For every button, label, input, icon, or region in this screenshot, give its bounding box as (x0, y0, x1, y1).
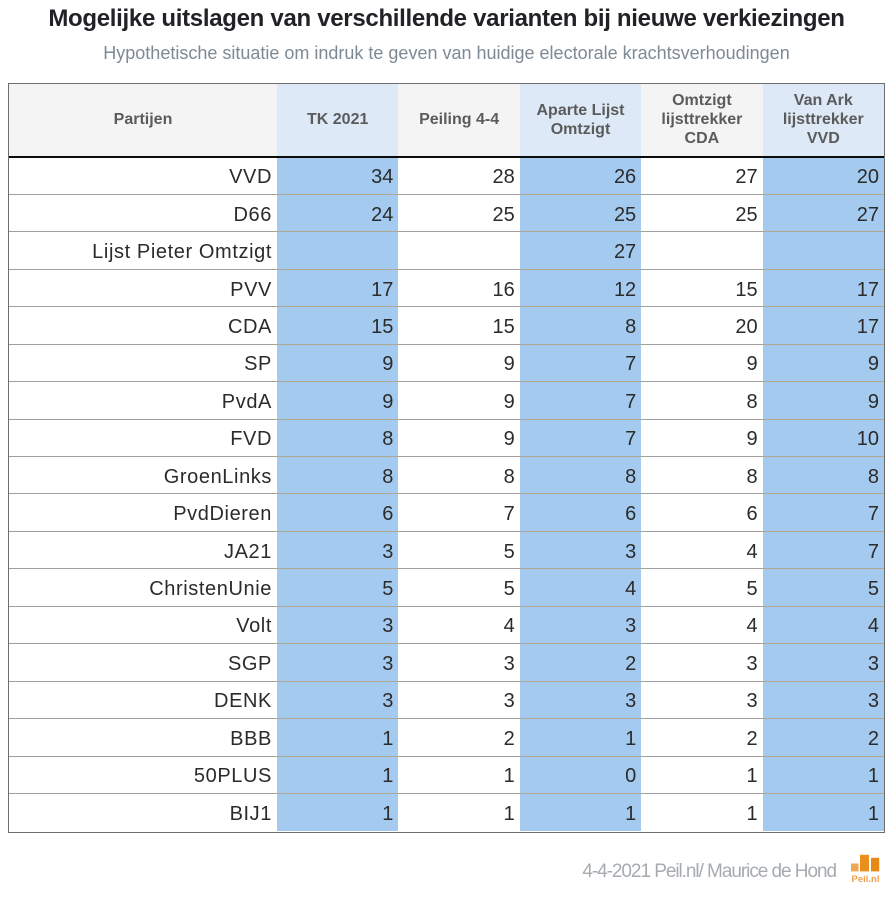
svg-text:Peil.nl: Peil.nl (852, 874, 880, 885)
